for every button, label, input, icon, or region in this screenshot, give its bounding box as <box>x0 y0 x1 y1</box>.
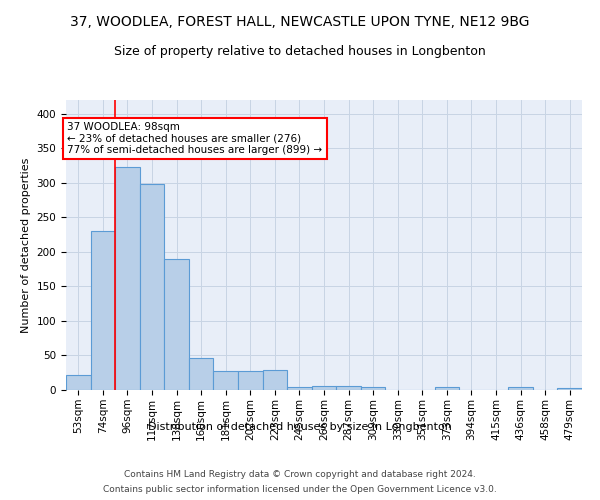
Bar <box>434 386 459 390</box>
Bar <box>361 387 385 390</box>
Bar <box>140 184 164 390</box>
Y-axis label: Number of detached properties: Number of detached properties <box>21 158 31 332</box>
Bar <box>238 370 263 390</box>
Bar <box>115 167 140 390</box>
Text: 37 WOODLEA: 98sqm
← 23% of detached houses are smaller (276)
77% of semi-detache: 37 WOODLEA: 98sqm ← 23% of detached hous… <box>67 122 322 156</box>
Bar <box>287 386 312 390</box>
Text: Distribution of detached houses by size in Longbenton: Distribution of detached houses by size … <box>148 422 452 432</box>
Bar <box>189 358 214 390</box>
Bar <box>214 370 238 390</box>
Bar <box>312 386 336 390</box>
Bar <box>263 370 287 390</box>
Bar <box>508 387 533 390</box>
Bar <box>66 375 91 390</box>
Text: Contains public sector information licensed under the Open Government Licence v3: Contains public sector information licen… <box>103 485 497 494</box>
Bar <box>336 386 361 390</box>
Text: Size of property relative to detached houses in Longbenton: Size of property relative to detached ho… <box>114 45 486 58</box>
Text: Contains HM Land Registry data © Crown copyright and database right 2024.: Contains HM Land Registry data © Crown c… <box>124 470 476 479</box>
Bar <box>91 231 115 390</box>
Bar <box>164 259 189 390</box>
Bar <box>557 388 582 390</box>
Text: 37, WOODLEA, FOREST HALL, NEWCASTLE UPON TYNE, NE12 9BG: 37, WOODLEA, FOREST HALL, NEWCASTLE UPON… <box>70 15 530 29</box>
